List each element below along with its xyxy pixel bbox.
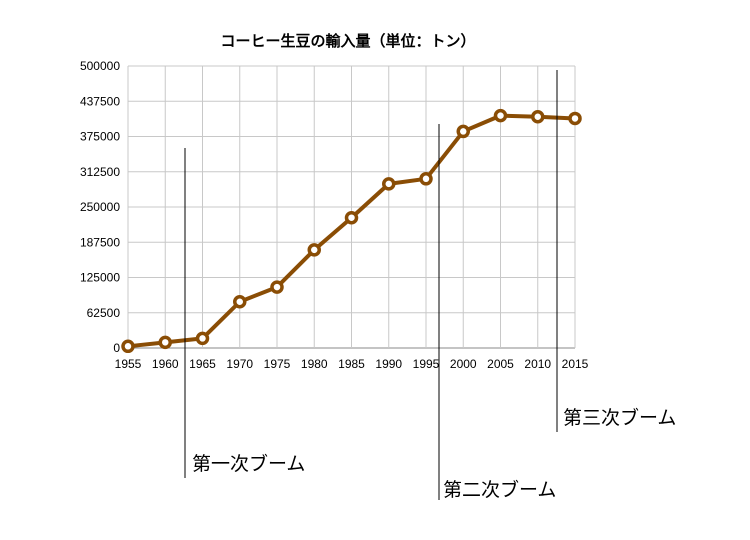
y-tick-label: 500000 — [80, 59, 120, 73]
x-axis-ticks: 1955 1960 1965 1970 1975 1980 1985 1990 1995 2000… — [115, 357, 589, 371]
x-tick-label: 2000 — [450, 357, 477, 371]
data-point — [456, 124, 470, 139]
x-tick-label: 1995 — [413, 357, 440, 371]
y-tick-label: 125000 — [80, 271, 120, 285]
x-tick-label: 2010 — [524, 357, 551, 371]
y-tick-label: 437500 — [80, 94, 120, 108]
data-point — [419, 172, 433, 186]
x-tick-label: 1975 — [264, 357, 291, 371]
y-tick-label: 187500 — [80, 235, 120, 249]
data-point — [344, 210, 359, 225]
data-point — [233, 295, 247, 309]
x-tick-label: 1985 — [338, 357, 365, 371]
data-point — [195, 331, 210, 346]
data-point — [158, 335, 172, 350]
data-point — [531, 110, 545, 124]
y-tick-label: 62500 — [87, 306, 121, 320]
x-tick-label: 1965 — [189, 357, 216, 371]
chart-title: コーヒー生豆の輸入量（単位：トン） — [220, 32, 475, 50]
x-tick-label: 1960 — [152, 357, 179, 371]
y-tick-label: 250000 — [80, 200, 120, 214]
series-group — [121, 108, 582, 354]
boom-label: 第二次ブーム — [443, 478, 556, 501]
x-tick-label: 1970 — [226, 357, 253, 371]
x-tick-label: 1990 — [375, 357, 402, 371]
data-point — [382, 177, 396, 191]
y-axis-ticks: 0 62500 125000 187500 250000 312500 375000 4375… — [80, 59, 120, 355]
data-point — [121, 339, 135, 354]
data-point — [568, 111, 582, 126]
x-tick-label: 2015 — [562, 357, 589, 371]
y-tick-label: 312500 — [80, 165, 120, 179]
y-tick-label: 375000 — [80, 130, 120, 144]
y-tick-label: 0 — [113, 341, 120, 355]
x-tick-label: 2005 — [487, 357, 514, 371]
grid-lines — [127, 65, 576, 349]
x-tick-label: 1980 — [301, 357, 328, 371]
boom-label: 第一次ブーム — [192, 452, 305, 475]
data-point — [270, 280, 284, 294]
data-point — [307, 243, 321, 257]
x-tick-label: 1955 — [115, 357, 142, 371]
boom-label: 第三次ブーム — [563, 406, 676, 429]
data-point — [493, 108, 508, 123]
